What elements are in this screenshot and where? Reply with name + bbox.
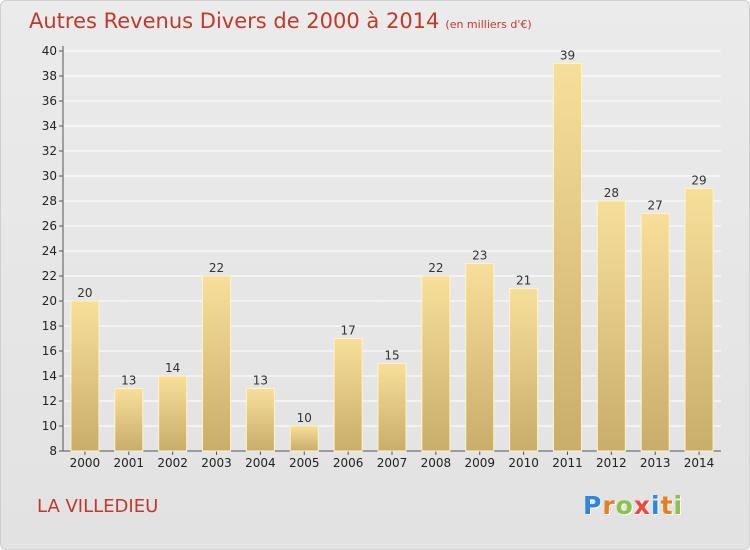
data-label: 13 bbox=[121, 374, 136, 388]
x-tick-label: 2011 bbox=[552, 456, 583, 470]
x-tick-label: 2000 bbox=[70, 456, 101, 470]
x-tick-label: 2008 bbox=[421, 456, 452, 470]
logo-letter: r bbox=[602, 491, 616, 520]
bar bbox=[245, 388, 275, 452]
data-label: 23 bbox=[472, 249, 487, 263]
data-label: 27 bbox=[648, 199, 663, 213]
y-tick-label: 18 bbox=[42, 319, 57, 333]
data-label: 22 bbox=[209, 261, 224, 275]
bars bbox=[70, 63, 714, 452]
y-tick-label: 14 bbox=[42, 369, 57, 383]
data-label: 15 bbox=[384, 349, 399, 363]
logo-letter: P bbox=[583, 491, 603, 520]
x-tick-label: 2005 bbox=[289, 456, 320, 470]
y-tick-label: 24 bbox=[42, 244, 57, 258]
y-tick-label: 28 bbox=[42, 194, 57, 208]
y-tick-label: 32 bbox=[42, 144, 57, 158]
y-tick-label: 20 bbox=[42, 294, 57, 308]
x-tick-label: 2001 bbox=[114, 456, 145, 470]
bar bbox=[640, 213, 670, 452]
data-label: 22 bbox=[428, 261, 443, 275]
y-tick-label: 30 bbox=[42, 169, 57, 183]
labels: 8 10 12 14 16 18 20 22 24 26 28 30 32 34 36 38 40 20 2000 1… bbox=[42, 44, 715, 470]
bar bbox=[421, 275, 451, 452]
x-tick-label: 2002 bbox=[157, 456, 188, 470]
proxiti-logo[interactable]: Proxiti bbox=[583, 491, 683, 520]
chart-subtitle: (en milliers d'€) bbox=[445, 18, 532, 31]
data-label: 29 bbox=[691, 174, 706, 188]
bar bbox=[114, 388, 144, 452]
x-tick-label: 2004 bbox=[245, 456, 276, 470]
y-tick-label: 34 bbox=[42, 119, 57, 133]
x-tick-label: 2010 bbox=[508, 456, 539, 470]
bar bbox=[377, 363, 407, 452]
y-tick-label: 36 bbox=[42, 94, 57, 108]
bar bbox=[289, 425, 319, 452]
y-tick-label: 10 bbox=[42, 419, 57, 433]
y-tick-label: 40 bbox=[42, 44, 57, 58]
data-label: 21 bbox=[516, 274, 531, 288]
logo-letter: i bbox=[651, 491, 661, 520]
data-label: 28 bbox=[604, 186, 619, 200]
logo-letter: i bbox=[673, 491, 684, 520]
chart-title: Autres Revenus Divers de 2000 à 2014 bbox=[29, 9, 440, 33]
bar bbox=[333, 338, 363, 452]
bar bbox=[596, 200, 626, 452]
x-tick-label: 2012 bbox=[596, 456, 627, 470]
data-label: 17 bbox=[340, 324, 355, 338]
x-tick-label: 2003 bbox=[201, 456, 232, 470]
data-label: 39 bbox=[560, 49, 575, 63]
bar bbox=[684, 188, 714, 452]
data-label: 10 bbox=[297, 411, 312, 425]
chart-title-block: Autres Revenus Divers de 2000 à 2014 (en … bbox=[29, 9, 532, 33]
bar bbox=[158, 375, 188, 452]
x-tick-label: 2014 bbox=[684, 456, 715, 470]
bar bbox=[552, 63, 582, 452]
x-tick-label: 2006 bbox=[333, 456, 364, 470]
data-label: 13 bbox=[253, 374, 268, 388]
logo-letter: t bbox=[660, 491, 674, 520]
y-tick-label: 38 bbox=[42, 69, 57, 83]
x-tick-label: 2009 bbox=[464, 456, 495, 470]
x-tick-label: 2013 bbox=[640, 456, 671, 470]
bar bbox=[509, 288, 539, 452]
x-tick-label: 2007 bbox=[377, 456, 408, 470]
bar bbox=[202, 275, 232, 452]
y-tick-label: 8 bbox=[49, 444, 57, 458]
bar bbox=[70, 300, 100, 452]
logo-letter: x bbox=[633, 491, 651, 520]
data-label: 14 bbox=[165, 361, 180, 375]
data-label: 20 bbox=[77, 286, 92, 300]
commune-name: LA VILLEDIEU bbox=[37, 496, 159, 517]
y-tick-label: 26 bbox=[42, 219, 57, 233]
y-tick-label: 22 bbox=[42, 269, 57, 283]
y-tick-label: 16 bbox=[42, 344, 57, 358]
logo-letter: o bbox=[615, 491, 634, 520]
y-tick-label: 12 bbox=[42, 394, 57, 408]
bar bbox=[465, 263, 495, 452]
